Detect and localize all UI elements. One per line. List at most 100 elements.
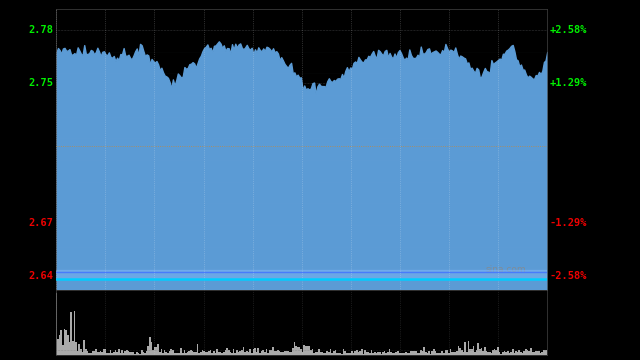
Bar: [116, 352, 118, 355]
Bar: [233, 349, 234, 355]
Bar: [248, 352, 249, 355]
Bar: [489, 352, 491, 355]
Bar: [392, 353, 394, 355]
Bar: [460, 348, 461, 355]
Bar: [419, 353, 420, 355]
Bar: [404, 353, 405, 355]
Bar: [216, 349, 218, 355]
Bar: [80, 348, 82, 355]
Bar: [264, 352, 266, 355]
Bar: [445, 351, 446, 355]
Bar: [202, 350, 204, 355]
Bar: [291, 352, 292, 355]
Bar: [131, 352, 132, 355]
Bar: [388, 349, 390, 355]
Bar: [129, 352, 131, 355]
Bar: [98, 351, 100, 355]
Bar: [369, 354, 371, 355]
Bar: [428, 351, 430, 355]
Bar: [269, 350, 271, 355]
Bar: [456, 351, 458, 355]
Bar: [72, 341, 74, 355]
Bar: [294, 342, 295, 355]
Bar: [292, 348, 294, 355]
Bar: [366, 352, 367, 355]
Bar: [405, 352, 407, 355]
Bar: [227, 348, 228, 355]
Bar: [208, 351, 210, 355]
Bar: [524, 351, 525, 355]
Bar: [318, 349, 320, 355]
Bar: [469, 349, 471, 355]
Bar: [251, 353, 253, 355]
Bar: [471, 349, 472, 355]
Bar: [474, 352, 476, 355]
Bar: [95, 349, 97, 355]
Bar: [151, 342, 152, 355]
Bar: [86, 351, 88, 355]
Text: 2.78: 2.78: [29, 25, 54, 35]
Bar: [468, 341, 469, 355]
Bar: [256, 352, 257, 355]
Bar: [451, 352, 453, 355]
Bar: [504, 351, 506, 355]
Bar: [530, 348, 532, 355]
Text: 2.64: 2.64: [29, 271, 54, 281]
Bar: [173, 353, 175, 355]
Bar: [280, 351, 282, 355]
Bar: [237, 352, 239, 355]
Bar: [67, 335, 68, 355]
Bar: [378, 352, 379, 355]
Bar: [221, 353, 223, 355]
Bar: [100, 351, 102, 355]
Bar: [407, 352, 408, 355]
Bar: [272, 347, 274, 355]
Text: +1.29%: +1.29%: [550, 78, 587, 88]
Bar: [305, 346, 307, 355]
Bar: [275, 351, 277, 355]
Bar: [64, 329, 65, 355]
Bar: [298, 347, 300, 355]
Bar: [536, 351, 538, 355]
Bar: [124, 351, 126, 355]
Bar: [164, 350, 166, 355]
Bar: [440, 353, 442, 355]
Bar: [121, 350, 123, 355]
Bar: [461, 350, 463, 355]
Bar: [495, 350, 497, 355]
Bar: [382, 352, 384, 355]
Bar: [540, 353, 541, 355]
Bar: [102, 352, 103, 355]
Bar: [463, 352, 464, 355]
Bar: [351, 351, 353, 355]
Bar: [344, 351, 346, 355]
Bar: [282, 352, 284, 355]
Bar: [515, 351, 517, 355]
Bar: [128, 351, 129, 355]
Bar: [509, 352, 510, 355]
Bar: [525, 349, 527, 355]
Bar: [193, 352, 195, 355]
Bar: [83, 340, 85, 355]
Bar: [423, 347, 425, 355]
Bar: [487, 352, 489, 355]
Bar: [499, 352, 500, 355]
Bar: [108, 353, 109, 355]
Bar: [431, 351, 433, 355]
Bar: [262, 350, 264, 355]
Bar: [111, 353, 113, 355]
Bar: [220, 352, 221, 355]
Bar: [400, 353, 402, 355]
Bar: [436, 353, 438, 355]
Bar: [330, 348, 332, 355]
Bar: [143, 352, 144, 355]
Bar: [543, 350, 545, 355]
Bar: [115, 350, 116, 355]
Bar: [200, 352, 202, 355]
Bar: [321, 352, 323, 355]
Bar: [361, 349, 362, 355]
Bar: [529, 351, 530, 355]
Bar: [74, 311, 76, 355]
Bar: [381, 354, 382, 355]
Bar: [118, 349, 120, 355]
